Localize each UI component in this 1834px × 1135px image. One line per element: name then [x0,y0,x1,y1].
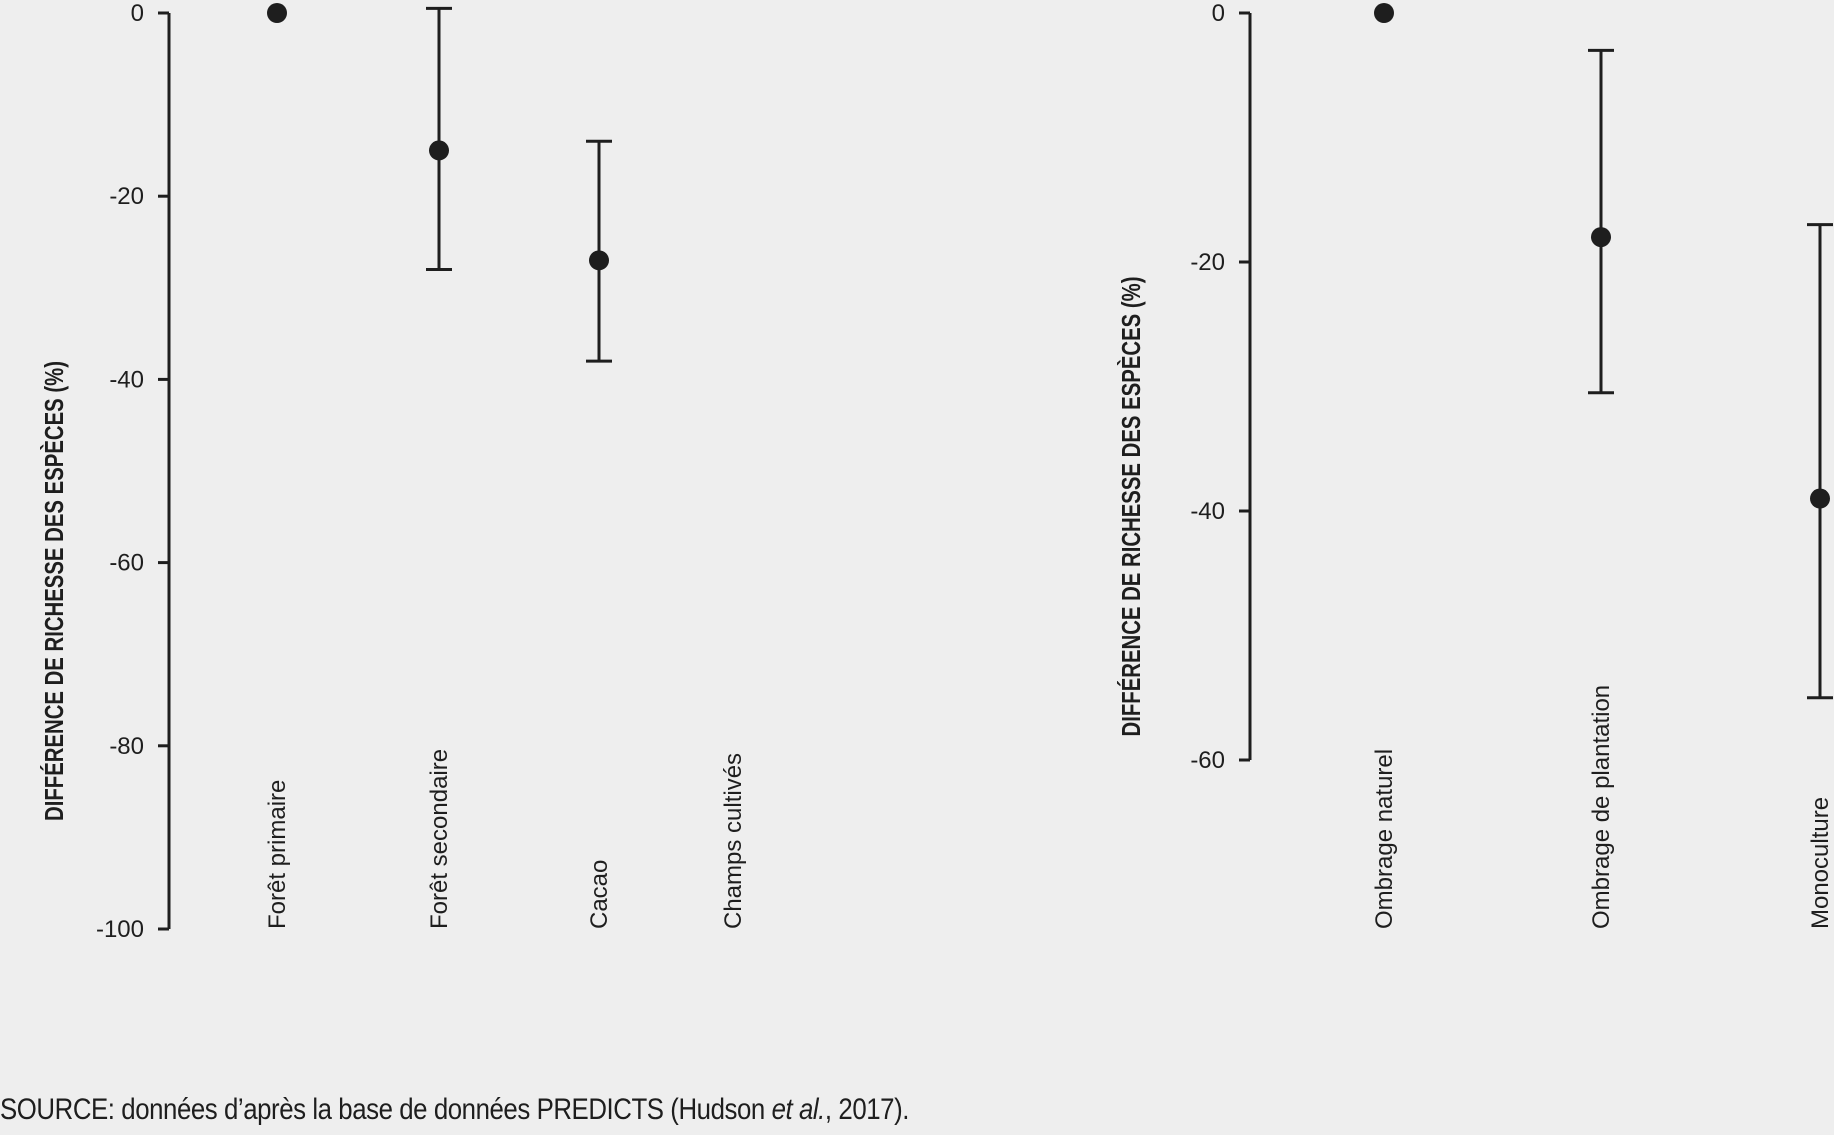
y-tick-label: -80 [109,733,144,760]
category-label: Forêt primaire [264,780,291,929]
data-point [1374,3,1394,23]
y-tick-label: 0 [131,0,144,27]
y-axis-title: DIFFÉRENCE DE RICHESSE DES ESPÈCES (%) [1116,277,1146,737]
category-label: Forêt secondaire [426,749,453,929]
y-tick-label: 0 [1212,0,1225,27]
category-label: Ombrage de plantation [1588,685,1615,929]
y-tick-label: -60 [1190,747,1225,774]
y-tick-label: -20 [109,183,144,210]
source-suffix: , 2017). [824,1093,909,1126]
data-point [589,250,609,271]
data-point [429,140,449,161]
charts-canvas: 0 -20 -40 -60 -80 -100 DIFFÉRENCE DE RICHESSE … [39,0,1834,943]
category-label: Monoculture [1807,797,1834,929]
y-tick-label: -40 [109,366,144,393]
data-point [267,3,287,23]
y-tick-label: -20 [1190,249,1225,276]
data-point [1591,227,1611,248]
category-label: Cacao [586,860,613,929]
y-tick-label: -60 [109,550,144,577]
y-tick-label: -100 [96,916,144,943]
y-axis-title: DIFFÉRENCE DE RICHESSE DES ESPÈCES (%) [39,361,69,821]
source-italic: et al. [771,1093,826,1126]
source-prefix: SOURCE: données d’après la base de donné… [0,1093,772,1126]
data-point [1810,488,1830,509]
category-label: Ombrage naturel [1371,749,1398,929]
category-label: Champs cultivés [720,753,747,929]
y-tick-label: -40 [1190,498,1225,525]
source-note: SOURCE: données d’après la base de donné… [0,1093,909,1127]
